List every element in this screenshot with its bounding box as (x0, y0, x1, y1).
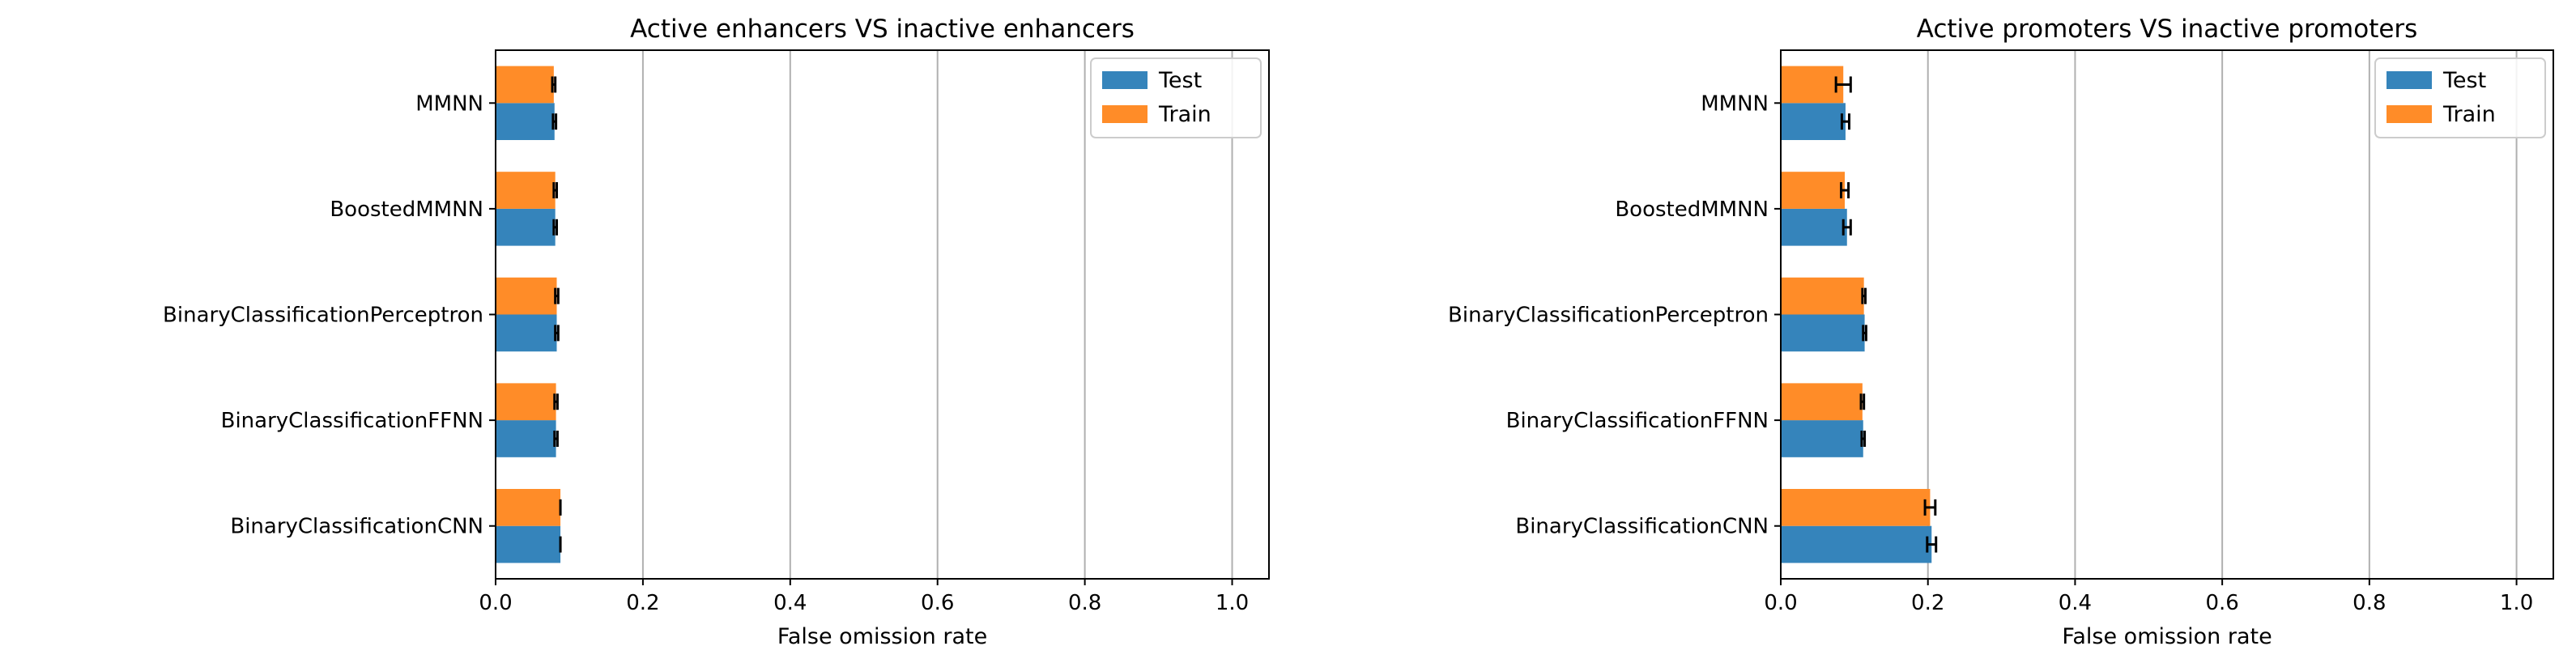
bar-test (496, 103, 555, 141)
error-bar (1859, 393, 1866, 410)
x-tick-label: 0.2 (626, 591, 659, 615)
enhancers-chart-panel: MMNN BoostedMMNN BinaryClassificationPerce… (163, 15, 1270, 649)
x-tick-label: 0.0 (1764, 591, 1797, 615)
legend-swatch-test (1102, 71, 1147, 89)
x-tick-label: 1.0 (2500, 591, 2533, 615)
error-bar (1834, 76, 1852, 93)
bar-test (496, 525, 561, 563)
y-tick-label: MMNN (415, 91, 483, 116)
bar-train (1781, 66, 1844, 104)
x-tick-label: 0.8 (2352, 591, 2386, 615)
error-bar (554, 325, 560, 342)
bar-test (1781, 208, 1847, 246)
x-tick-label: 0.8 (1068, 591, 1101, 615)
error-bar (1840, 182, 1850, 199)
bar-train (496, 66, 554, 104)
y-tick-label: BinaryClassificationCNN (1515, 515, 1769, 539)
bar-train (1781, 383, 1863, 421)
promoters-chart-panel: MMNN BoostedMMNN BinaryClassificationPerce… (1448, 15, 2554, 649)
bar-train (1781, 488, 1931, 526)
chart-title: Active enhancers VS inactive enhancers (630, 15, 1135, 44)
bar-test (496, 314, 557, 352)
bar-train (496, 277, 557, 315)
error-bar (1923, 499, 1937, 516)
legend-label-test: Test (1158, 68, 1202, 93)
y-tick-label: BoostedMMNN (1615, 198, 1769, 222)
x-tick-label: 0.2 (1911, 591, 1944, 615)
chart-title: Active promoters VS inactive promoters (1917, 15, 2418, 44)
error-bar (551, 113, 558, 130)
bar-train (1781, 172, 1846, 209)
legend-label-train: Train (2442, 102, 2496, 127)
error-bar (554, 287, 560, 304)
legend: Test Train (2374, 57, 2546, 138)
error-bar (1860, 430, 1867, 447)
bar-test (1781, 525, 1932, 563)
x-tick-label: 0.4 (2059, 591, 2092, 615)
x-tick-label: 0.6 (2205, 591, 2238, 615)
bar-train (496, 172, 556, 209)
legend-swatch-train (2387, 105, 2432, 123)
x-tick-label: 0.4 (773, 591, 807, 615)
x-axis-label: False omission rate (2062, 624, 2272, 649)
x-tick-label: 0.0 (479, 591, 512, 615)
bar-test (496, 420, 556, 457)
y-tick-label: BinaryClassificationCNN (230, 515, 483, 539)
y-tick-label: BinaryClassificationFFNN (221, 409, 483, 433)
error-bar (553, 430, 559, 447)
bar-test (1781, 103, 1846, 141)
bar-train (496, 488, 561, 526)
legend: Test Train (1090, 57, 1262, 138)
x-tick-label: 1.0 (1216, 591, 1249, 615)
bar-test (496, 208, 556, 246)
bar-train (496, 383, 556, 421)
error-bar (1861, 287, 1867, 304)
y-tick-label: MMNN (1701, 91, 1769, 116)
error-bar (1842, 219, 1852, 236)
error-bar (551, 76, 557, 93)
x-axis-label: False omission rate (777, 624, 987, 649)
error-bar (553, 393, 559, 410)
y-tick-label: BinaryClassificationFFNN (1506, 409, 1769, 433)
bar-train (1781, 277, 1864, 315)
error-bar (1840, 113, 1850, 130)
y-tick-label: BinaryClassificationPerceptron (163, 304, 483, 328)
legend-swatch-train (1102, 105, 1147, 123)
y-tick-label: BinaryClassificationPerceptron (1448, 304, 1769, 328)
error-bar (552, 182, 558, 199)
error-bar (1926, 536, 1938, 553)
bar-test (1781, 420, 1863, 457)
legend-label-test: Test (2442, 68, 2486, 93)
y-tick-label: BoostedMMNN (330, 198, 483, 222)
bar-test (1781, 314, 1865, 352)
error-bar (552, 219, 558, 236)
error-bar (1862, 325, 1867, 342)
legend-swatch-test (2387, 71, 2432, 89)
legend-label-train: Train (1158, 102, 1211, 127)
x-tick-label: 0.6 (921, 591, 954, 615)
